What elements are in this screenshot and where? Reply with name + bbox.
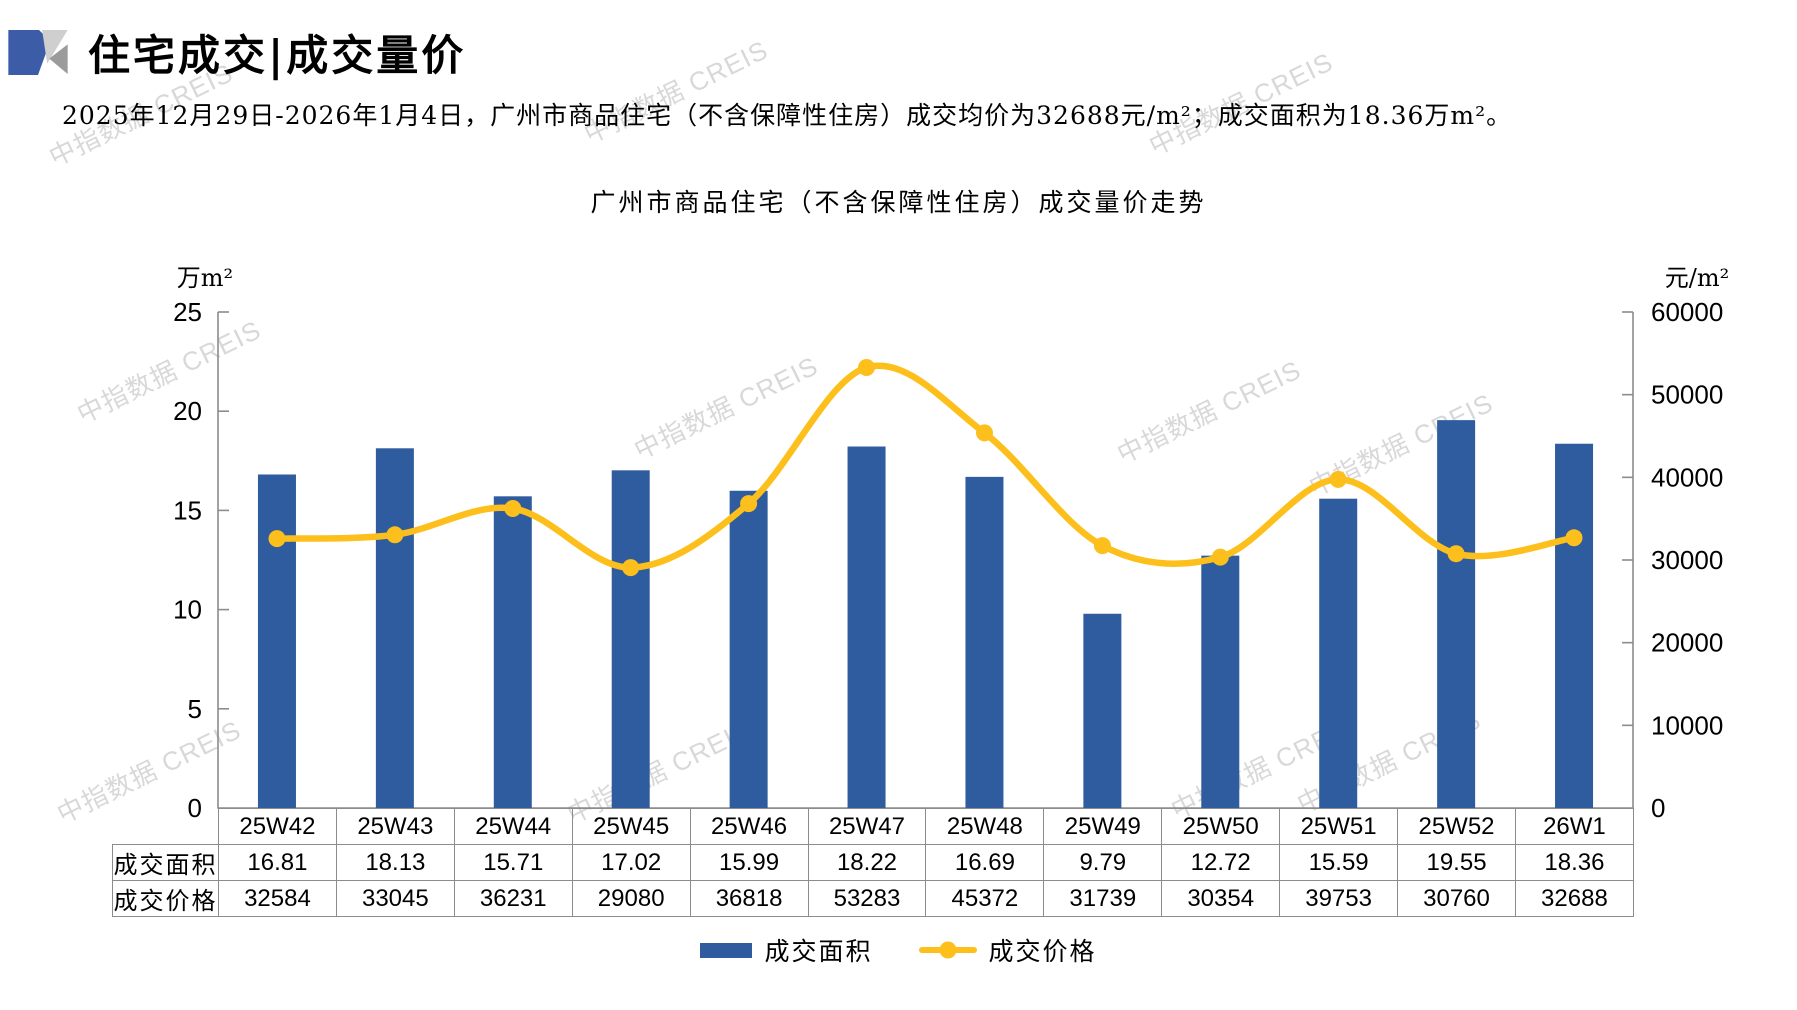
table-cell: 39753 bbox=[1279, 880, 1399, 917]
left-axis-tick-label: 25 bbox=[173, 297, 202, 327]
table-cell: 18.13 bbox=[335, 844, 455, 881]
week-label: 25W47 bbox=[807, 808, 927, 845]
bar-25W49 bbox=[1083, 613, 1122, 808]
price-point-25W51 bbox=[1329, 470, 1347, 488]
data-table: 25W42 25W43 25W44 25W45 25W46 25W47 25W48 25W49… bbox=[112, 808, 1634, 917]
price-point-26W1 bbox=[1565, 529, 1583, 547]
table-cell: 33045 bbox=[335, 880, 455, 917]
price-point-25W49 bbox=[1093, 537, 1111, 555]
watermark: 中指数据 CREIS bbox=[579, 34, 773, 150]
bar-25W50 bbox=[1201, 555, 1240, 808]
brand-logo-icon bbox=[8, 30, 68, 75]
price-point-25W48 bbox=[976, 424, 993, 442]
left-axis-tick-label: 15 bbox=[173, 495, 202, 525]
price-point-25W50 bbox=[1211, 548, 1229, 566]
bar-25W42 bbox=[257, 474, 296, 808]
table-cell: 31739 bbox=[1043, 880, 1163, 917]
table-cell: 16.69 bbox=[925, 844, 1045, 881]
table-cell: 30760 bbox=[1397, 880, 1516, 917]
table-cell: 36231 bbox=[453, 880, 573, 917]
price-series-swatch-icon bbox=[918, 941, 977, 959]
table-row-label: 成交面积 bbox=[112, 844, 219, 881]
left-axis-tick-label: 0 bbox=[188, 793, 202, 823]
table-cell: 29080 bbox=[571, 880, 691, 917]
bar-25W45 bbox=[611, 470, 650, 808]
week-label: 25W46 bbox=[689, 808, 809, 845]
bar-25W46 bbox=[729, 490, 768, 808]
week-label: 25W48 bbox=[925, 808, 1045, 845]
table-cell: 30354 bbox=[1161, 880, 1281, 917]
right-axis-tick-label: 40000 bbox=[1651, 462, 1723, 492]
price-series-dot-icon bbox=[939, 941, 956, 959]
week-label: 26W1 bbox=[1514, 808, 1634, 845]
table-corner bbox=[113, 809, 219, 845]
summary-text: 2025年12月29日-2026年1月4日，广州市商品住宅（不含保障性住房）成交… bbox=[62, 101, 1513, 130]
week-label: 25W43 bbox=[335, 808, 455, 845]
bar-25W48 bbox=[965, 476, 1004, 808]
right-axis-tick-label: 10000 bbox=[1651, 710, 1723, 740]
week-label: 25W50 bbox=[1161, 808, 1281, 845]
week-label: 25W49 bbox=[1043, 808, 1163, 845]
table-cell: 19.55 bbox=[1397, 844, 1516, 881]
week-label: 25W42 bbox=[218, 808, 337, 845]
left-axis-tick-label: 10 bbox=[173, 595, 202, 625]
table-cell: 16.81 bbox=[218, 844, 337, 881]
right-axis-unit-label: 元/m² bbox=[1664, 264, 1730, 292]
right-axis-tick-label: 60000 bbox=[1651, 297, 1723, 327]
right-axis-tick-label: 30000 bbox=[1651, 545, 1723, 575]
bar-25W44 bbox=[493, 496, 532, 808]
bar-25W52 bbox=[1437, 420, 1476, 808]
bar-25W47 bbox=[847, 446, 886, 808]
price-point-25W45 bbox=[622, 559, 640, 577]
left-axis-tick-label: 20 bbox=[173, 396, 202, 426]
price-line bbox=[273, 362, 1578, 571]
combo-chart: 0 5 10 15 20 25 0 10000 20000 30000 40000 50000 6000… bbox=[173, 297, 1723, 823]
table-cell: 17.02 bbox=[571, 844, 691, 881]
price-point-25W52 bbox=[1447, 545, 1465, 563]
right-axis-tick-label: 0 bbox=[1651, 793, 1665, 823]
week-label: 25W51 bbox=[1279, 808, 1399, 845]
table-cell: 15.59 bbox=[1279, 844, 1399, 881]
legend-label: 成交价格 bbox=[988, 937, 1097, 966]
table-cell: 36818 bbox=[689, 880, 809, 917]
price-point-25W47 bbox=[858, 359, 875, 376]
table-cell: 32688 bbox=[1514, 880, 1634, 917]
area-series-swatch-icon bbox=[700, 942, 753, 958]
chart-title: 广州市商品住宅（不含保障性住房）成交量价走势 bbox=[590, 188, 1207, 217]
chart-legend: 成交面积 成交价格 bbox=[0, 932, 1797, 968]
table-cell: 12.72 bbox=[1161, 844, 1281, 881]
page-title: 住宅成交|成交量价 bbox=[88, 31, 467, 80]
price-point-25W44 bbox=[504, 500, 522, 517]
bar-26W1 bbox=[1555, 443, 1594, 808]
table-cell: 53283 bbox=[807, 880, 927, 917]
table-cell: 32584 bbox=[218, 880, 337, 917]
table-cell: 15.99 bbox=[689, 844, 809, 881]
table-cell: 18.22 bbox=[807, 844, 927, 881]
right-axis-tick-label: 50000 bbox=[1651, 380, 1723, 410]
price-point-25W46 bbox=[740, 495, 758, 513]
price-point-25W42 bbox=[268, 530, 286, 548]
week-label: 25W45 bbox=[571, 808, 691, 845]
legend-item-price: 成交价格 bbox=[918, 932, 1097, 968]
week-label: 25W44 bbox=[453, 808, 573, 845]
table-cell: 15.71 bbox=[453, 844, 573, 881]
price-point-25W43 bbox=[386, 526, 404, 544]
right-axis-tick-label: 20000 bbox=[1651, 628, 1723, 658]
bar-25W51 bbox=[1319, 498, 1358, 808]
legend-label: 成交面积 bbox=[764, 937, 873, 966]
table-cell: 9.79 bbox=[1043, 844, 1163, 881]
table-cell: 18.36 bbox=[1514, 844, 1634, 881]
legend-item-area: 成交面积 bbox=[700, 932, 872, 968]
left-axis-tick-label: 5 bbox=[188, 694, 202, 724]
week-label: 25W52 bbox=[1397, 808, 1516, 845]
table-cell: 45372 bbox=[925, 880, 1045, 917]
left-axis-unit-label: 万m² bbox=[176, 264, 234, 292]
table-row-label: 成交价格 bbox=[112, 880, 219, 917]
bar-25W43 bbox=[375, 448, 414, 808]
